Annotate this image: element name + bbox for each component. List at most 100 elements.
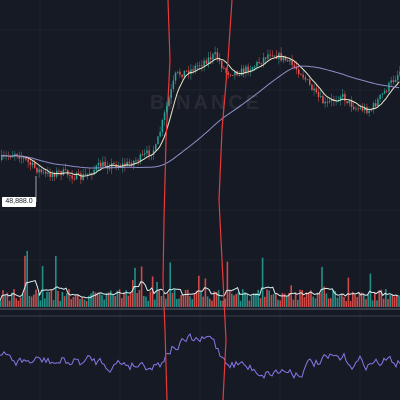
volume-bar [224,298,226,307]
volume-bar [178,298,180,307]
volume-bar [77,294,79,307]
volume-bar [297,299,299,307]
candle [370,109,373,111]
candle [245,66,247,74]
volume-bar [22,293,24,307]
candle [260,63,263,64]
volume-bar [55,255,57,307]
volume-bar [169,262,171,307]
candle [78,172,80,174]
volume-bar [393,296,396,307]
volume-bar [0,300,2,307]
candle [172,80,175,89]
volume-bar [103,299,105,307]
volume-bar [151,276,154,307]
volume-bar [204,278,207,307]
volume-bar [323,286,325,307]
drawn-vertical-line[interactable] [162,0,171,400]
candle [139,154,142,162]
volume-bar [35,289,37,307]
volume-bar [99,292,101,307]
volume-bar [239,300,242,307]
candle [196,65,199,67]
volume-bar [66,293,68,307]
volume-bar [367,294,369,307]
candle [289,59,291,62]
candle [36,167,38,173]
candle [1,155,3,160]
volume-bar [365,299,367,307]
candle [89,173,91,175]
volume-bar [30,296,33,307]
candle [146,150,148,154]
candle [190,69,192,75]
volume-bar [4,294,6,307]
candle [192,69,194,71]
candle [188,70,190,75]
candle [183,70,186,77]
candle [212,54,214,60]
volume-bar [143,296,145,307]
volume-bar [270,294,273,307]
volume-bar [154,299,156,307]
candle [377,99,379,107]
candle [267,54,269,59]
volume-bar [211,300,213,307]
candle [324,101,326,104]
candle [359,107,362,109]
volume-bar [369,273,372,307]
volume-bar [222,300,224,307]
volume-bar [253,293,255,307]
volume-bar [61,292,64,307]
candle [42,171,45,173]
volume-bar [44,298,46,307]
volume-bar [147,300,149,307]
volume-bar [48,291,50,307]
price-marker-label: 48,888.0 [2,197,36,207]
drawn-vertical-line[interactable] [218,0,233,400]
volume-bar [277,299,279,307]
volume-bar [132,280,134,307]
candle [300,74,302,75]
candle [47,172,49,174]
candle [350,100,353,107]
volume-bar [237,292,240,307]
candle [386,90,388,92]
volume-bar [28,295,31,307]
volume-bar [52,300,55,307]
candle [34,162,36,168]
candle [205,60,208,64]
volume-bar [125,290,127,307]
candle [102,161,104,167]
candle [390,80,392,83]
volume-bar [354,294,356,307]
candle [306,79,309,81]
volume-bar [184,289,187,307]
volume-bar [202,296,204,307]
candle [293,64,296,67]
volume-bar [349,300,352,307]
candle [207,57,210,64]
volume-bar [136,292,138,307]
volume-bar [288,293,290,307]
volume-bar [228,289,231,307]
volume-bar [167,293,169,307]
candle [16,153,18,156]
volume-bar [92,291,94,307]
candle [126,161,128,167]
volume-bar [220,300,222,307]
candle [372,103,375,110]
volume-bar [336,297,339,307]
volume-bar [371,300,374,307]
volume-bar [378,290,380,307]
volume-bar [116,290,119,307]
volume-bar [259,298,262,307]
volume-bar [50,290,53,307]
volume-bar [110,290,112,307]
candle [344,94,346,102]
candle [298,69,300,75]
volume-bar [13,289,15,307]
volume-bar [59,300,61,307]
